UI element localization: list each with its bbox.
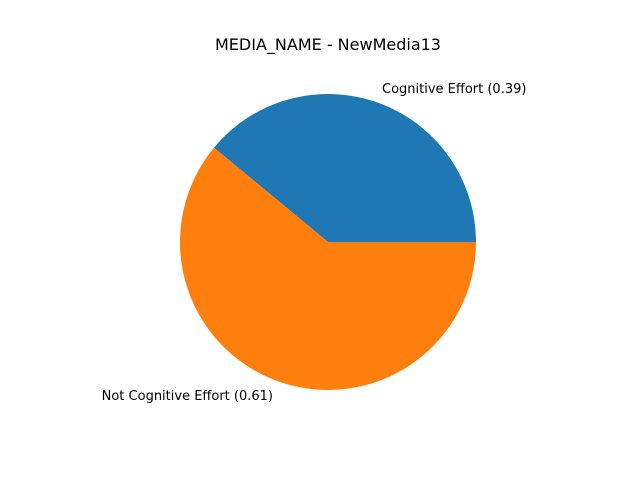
- slice-not-cognitive-effort: [180, 147, 477, 390]
- slice-label-not-cognitive-effort: Not Cognitive Effort (0.61): [102, 389, 273, 404]
- slice-label-cognitive-effort: Cognitive Effort (0.39): [382, 82, 526, 97]
- slice-cognitive-effort: [213, 93, 476, 242]
- pie-slices: [180, 93, 477, 390]
- chart-title: MEDIA_NAME - NewMedia13: [215, 35, 441, 55]
